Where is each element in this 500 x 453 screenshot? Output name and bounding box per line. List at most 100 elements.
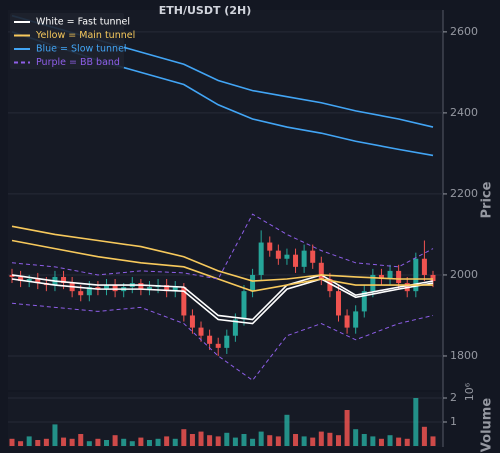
candle-body: [224, 335, 230, 348]
candle-body: [284, 254, 290, 259]
volume-bar: [293, 434, 299, 446]
candle-body: [104, 285, 110, 290]
volume-bar: [232, 437, 238, 446]
volume-bar: [250, 438, 256, 446]
chart-title: ETH/USDT (2H): [159, 4, 251, 17]
legend-label: Blue = Slow tunnel: [36, 44, 127, 55]
tunnel-line: [11, 225, 433, 282]
candle-body: [35, 278, 41, 284]
volume-bar: [344, 410, 350, 446]
legend-label: White = Fast tunnel: [36, 17, 130, 28]
candle-body: [370, 274, 376, 292]
candle-body: [275, 250, 281, 259]
candle-body: [138, 283, 144, 290]
volume-bar: [404, 438, 410, 446]
y-tick-label: 2600: [450, 25, 478, 38]
volume-bar: [421, 426, 427, 446]
volume-bar: [378, 438, 384, 446]
volume-bar: [129, 441, 135, 446]
candle-body: [353, 311, 359, 328]
volume-bar: [335, 435, 341, 446]
volume-axis-label: Volume: [480, 398, 495, 453]
volume-bar: [112, 435, 118, 446]
volume-bar: [95, 438, 101, 446]
volume-bar: [318, 431, 324, 446]
candle-body: [146, 287, 152, 290]
candle-body: [318, 262, 324, 279]
volume-bar: [172, 438, 178, 446]
candle-body: [301, 250, 307, 267]
volume-bar: [69, 438, 75, 446]
volume-bar: [52, 424, 58, 446]
candle-body: [164, 285, 170, 292]
volume-bar: [224, 432, 230, 446]
candle-body: [310, 250, 316, 263]
volume-bar: [327, 432, 333, 446]
volume-bar: [61, 437, 67, 446]
candle-body: [430, 274, 436, 282]
candle-body: [78, 291, 84, 296]
volume-bar: [430, 436, 436, 446]
tunnel-line: [11, 213, 434, 280]
volume-bar: [353, 429, 359, 446]
volume-bar: [310, 437, 316, 446]
candle-body: [267, 242, 273, 251]
candle-body: [335, 291, 341, 316]
candle-body: [344, 315, 350, 328]
candle-body: [26, 278, 32, 282]
tunnel-line: [11, 239, 433, 292]
volume-bar: [370, 436, 376, 446]
volume-bar: [267, 435, 273, 446]
volume-bar: [35, 440, 41, 446]
volume-bar: [241, 434, 247, 446]
volume-bar: [413, 398, 419, 446]
volume-bar: [43, 438, 49, 446]
legend-box: [10, 13, 124, 69]
y-tick-label: 2000: [450, 268, 478, 281]
candle-body: [61, 276, 67, 284]
volume-bar: [146, 440, 152, 446]
volume-bar: [284, 414, 290, 446]
offset-label: 10⁶: [463, 382, 476, 401]
volume-bar: [121, 438, 127, 446]
volume-bar: [215, 436, 221, 446]
legend: White = Fast tunnel Yellow = Main tunnel B…: [10, 13, 135, 69]
volume-bar: [207, 435, 213, 446]
candle-body: [215, 343, 221, 348]
candle-body: [250, 274, 256, 292]
volume-bar: [138, 437, 144, 446]
candle-body: [387, 270, 393, 279]
candle-body: [172, 287, 178, 292]
candle-body: [181, 287, 187, 316]
y-tick-label: 1: [450, 415, 457, 428]
tunnel-line: [11, 274, 434, 321]
candle-body: [112, 285, 118, 292]
volume-bar: [78, 434, 84, 446]
volume-bar: [301, 436, 307, 446]
candle-body: [258, 242, 264, 275]
candle-body: [293, 254, 299, 267]
candle-body: [18, 276, 24, 282]
volume-bar: [258, 431, 264, 446]
volume-bar: [26, 436, 32, 446]
y-tick-label: 1800: [450, 349, 478, 362]
candle-body: [9, 274, 15, 277]
volume-bar: [86, 441, 92, 446]
candle-body: [241, 291, 247, 320]
candle-body: [378, 274, 384, 279]
volume-bar: [396, 437, 402, 446]
y-tick-label: 2: [450, 391, 457, 404]
volume-bar: [189, 434, 195, 446]
volume-bar: [155, 438, 161, 446]
volume-bar: [387, 435, 393, 446]
y-tick-label: 2200: [450, 187, 478, 200]
candle-body: [189, 315, 195, 328]
legend-label: Purple = BB band: [36, 57, 120, 68]
y-tick-label: 2400: [450, 106, 478, 119]
volume-bar: [104, 440, 110, 446]
candle-body: [361, 291, 367, 312]
candle-body: [86, 287, 92, 296]
candle-body: [421, 258, 427, 275]
candle-body: [396, 270, 402, 284]
legend-label: Yellow = Main tunnel: [35, 30, 135, 41]
